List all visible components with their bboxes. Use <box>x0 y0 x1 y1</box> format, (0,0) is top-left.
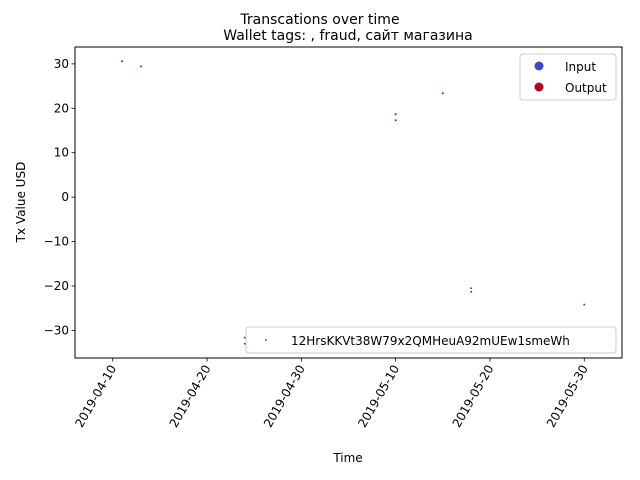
x-tick-label: 2019-05-20 <box>450 363 497 430</box>
legend-output-label: Output <box>565 81 607 95</box>
legend-wallet-label: 12HrsKKVt38W79x2QMHeuA92mUEw1smeWh <box>291 334 570 348</box>
x-tick-label: 2019-04-10 <box>72 363 119 430</box>
legend-input-marker <box>534 61 544 71</box>
legend-input-label: Input <box>565 60 596 74</box>
legend-output-marker <box>534 82 544 92</box>
data-point-output <box>441 92 444 95</box>
data-point-output <box>394 119 397 122</box>
legend-wallet: 12HrsKKVt38W79x2QMHeuA92mUEw1smeWh <box>245 326 617 354</box>
data-point-input <box>243 336 246 339</box>
y-tick-label: −10 <box>44 235 69 249</box>
x-tick-label: 2019-05-30 <box>544 363 591 430</box>
x-axis-label: Time <box>332 451 362 465</box>
axes-frame <box>74 46 623 359</box>
x-tick-label: 2019-04-30 <box>261 363 308 430</box>
data-points <box>121 60 586 345</box>
data-point-input <box>583 303 586 306</box>
legend-wallet-marker <box>265 339 267 341</box>
y-tick-label: 30 <box>54 57 69 71</box>
data-point-input <box>470 290 473 293</box>
x-tick-label: 2019-05-10 <box>355 363 402 430</box>
data-point-input <box>470 287 473 290</box>
y-tick-label: −20 <box>44 279 69 293</box>
y-tick-label: −30 <box>44 323 69 337</box>
legend-direction: Input Output <box>519 53 617 101</box>
y-tick-label: 0 <box>61 190 69 204</box>
axis-ticks: 30 20 10 0 −10 −20 −30 2019-04-10 2019-04-20 2019… <box>44 57 591 430</box>
chart-title: Wallet tags: , fraud, сайт магазина <box>223 28 472 44</box>
data-point-output <box>394 113 397 116</box>
data-point-output <box>140 65 143 68</box>
x-tick-label: 2019-04-20 <box>167 363 214 430</box>
y-tick-label: 20 <box>54 101 69 115</box>
data-point-output <box>121 60 124 63</box>
y-tick-label: 10 <box>54 146 69 160</box>
data-point-input <box>243 342 246 345</box>
figure-suptitle: Transcations over time <box>239 12 399 28</box>
y-axis-label: Tx Value USD <box>14 162 28 244</box>
legend-wallet-box <box>245 326 617 354</box>
legend-direction-box <box>519 53 617 101</box>
